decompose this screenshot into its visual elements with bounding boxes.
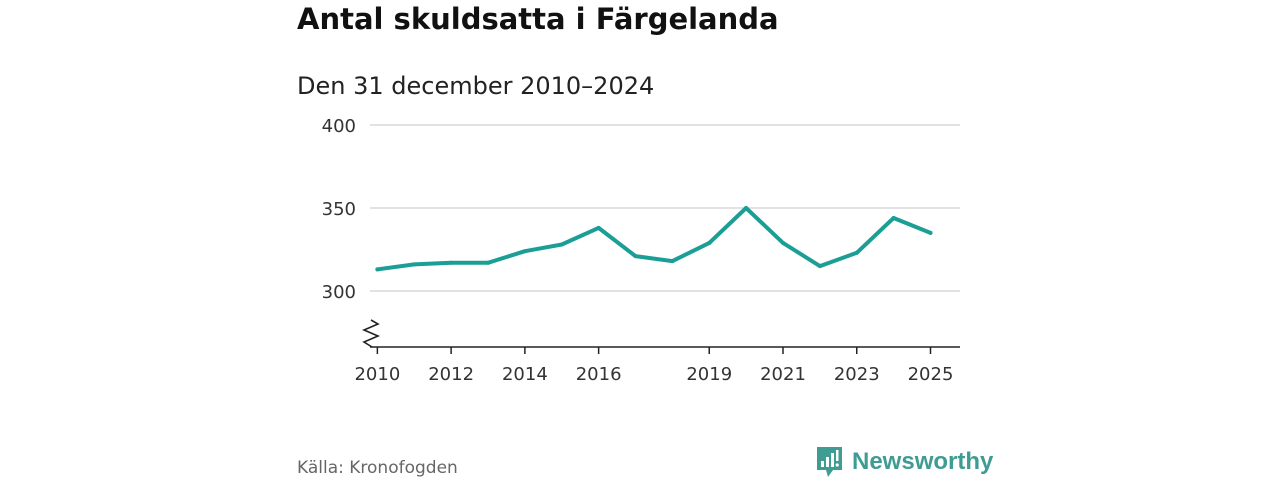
data-point[interactable] — [891, 216, 896, 220]
data-point[interactable] — [854, 250, 859, 255]
data-point[interactable] — [412, 262, 417, 267]
y-axis-ticks: 300 350 400 — [322, 116, 356, 303]
x-tick-label: 2019 — [686, 364, 732, 385]
data-point[interactable] — [928, 230, 933, 235]
x-tick-label: 2023 — [834, 364, 880, 385]
chart-title: Antal skuldsatta i Färgelanda — [297, 2, 779, 36]
data-point[interactable] — [449, 260, 454, 265]
data-point[interactable] — [596, 225, 601, 230]
data-point[interactable] — [486, 260, 490, 265]
data-point[interactable] — [559, 242, 564, 247]
data-point[interactable] — [707, 240, 712, 245]
y-tick-label: 400 — [322, 116, 356, 137]
data-point[interactable] — [817, 264, 822, 269]
gridlines — [370, 124, 960, 292]
x-tick-label: 2025 — [908, 364, 954, 385]
x-tick-label: 2010 — [354, 364, 400, 385]
chart-subtitle: Den 31 december 2010–2024 — [297, 72, 655, 100]
newsworthy-logo-icon — [817, 447, 842, 477]
data-point[interactable] — [670, 259, 675, 264]
x-tick-label: 2014 — [502, 364, 548, 385]
data-point[interactable] — [781, 240, 785, 245]
y-tick-label: 350 — [322, 199, 356, 220]
x-axis-ticks: 2010 2012 2014 2016 2019 2021 2023 2025 — [354, 347, 953, 385]
x-axis — [361, 319, 960, 348]
source-note: Källa: Kronofogden — [297, 458, 458, 478]
brand-name: Newsworthy — [852, 448, 994, 475]
data-point[interactable] — [744, 206, 749, 210]
y-tick-label: 300 — [322, 282, 356, 303]
data-point[interactable] — [375, 267, 380, 272]
data-point[interactable] — [633, 254, 638, 259]
x-tick-label: 2021 — [760, 364, 806, 385]
data-point[interactable] — [522, 249, 527, 254]
series — [375, 206, 933, 272]
x-tick-label: 2012 — [428, 364, 474, 385]
x-tick-label: 2016 — [576, 364, 622, 385]
axis-break-icon — [361, 319, 381, 348]
series-line-0 — [375, 206, 933, 272]
brand[interactable]: Newsworthy — [816, 446, 993, 478]
